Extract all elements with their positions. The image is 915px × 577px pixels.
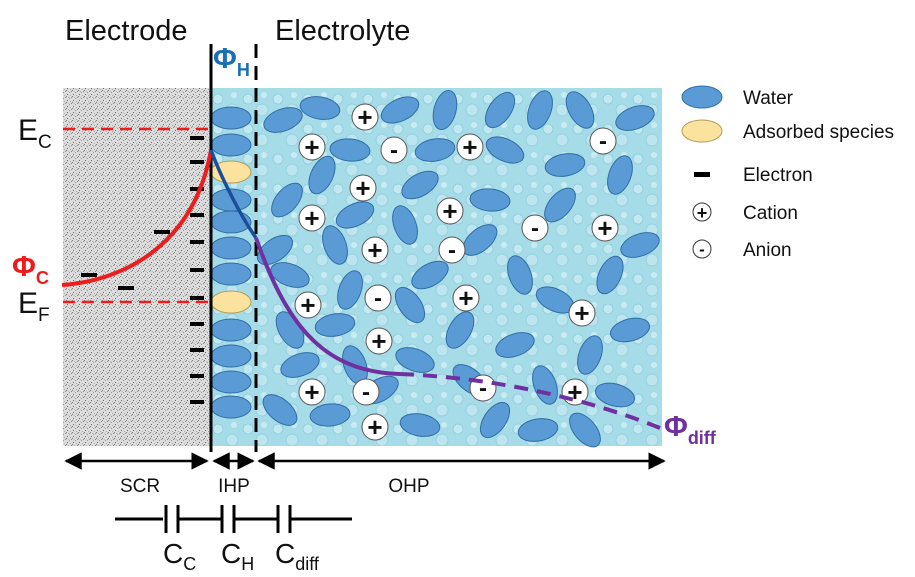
cation: + [298,377,326,407]
cation: + [294,290,322,320]
capacitor-circuit [115,505,352,533]
svg-text:+: + [300,290,315,320]
legend: Water Adsorbed species Electron + Cation… [681,85,894,261]
svg-text:+: + [304,377,319,407]
svg-text:-: - [699,240,705,259]
svg-text:+: + [371,326,386,356]
ohp-label: OHP [388,476,429,497]
anion: - [589,127,617,155]
water-molecule-icon [681,85,723,109]
phi-c-curve [61,149,213,287]
phi-h-label: ΦH [213,43,250,80]
svg-text:+: + [697,203,708,223]
svg-text:+: + [304,203,319,233]
svg-text:+: + [458,283,473,313]
legend-item-electron: Electron [694,165,813,186]
cation: + [452,283,480,313]
cation: + [298,132,326,162]
cation: + [361,235,389,265]
phi-diff-curve-dashed [399,372,661,430]
cation-icon: + [692,202,712,223]
cation: + [568,298,596,328]
cation: + [351,102,379,132]
anion-icon: - [692,239,712,259]
svg-text:-: - [390,137,398,164]
electrode-region [63,88,211,446]
ch-label: CH [221,538,254,574]
ef-label: EF [18,287,50,326]
svg-text:+: + [367,235,382,265]
svg-text:-: - [374,285,382,312]
ec-label: EC [18,114,52,153]
cation: + [349,173,377,203]
legend-item-cation: + Cation [692,202,798,224]
svg-text:+: + [567,377,582,407]
legend-item-anion: - Anion [692,239,792,261]
ihp-water-column [210,106,252,419]
legend-item-water: Water [681,85,794,109]
electron-icon [694,172,710,177]
svg-text:+: + [574,298,589,328]
phi-diff-label: Φdiff [664,411,717,448]
electrode-title: Electrode [65,15,188,47]
ihp-label: IHP [218,476,250,497]
cation: + [298,203,326,233]
cation: + [365,326,393,356]
cation: + [436,196,464,226]
anion: - [352,378,380,406]
svg-text:-: - [479,375,487,402]
svg-text:-: - [599,128,607,155]
svg-text:Water: Water [743,88,794,109]
anion: - [364,284,392,312]
cation-ions: + + + + + + + + + + + + + + + [294,102,619,442]
svg-text:+: + [304,132,319,162]
legend-item-adsorbed-species: Adsorbed species [681,119,894,143]
cdiff-label: Cdiff [275,538,320,574]
svg-text:+: + [367,412,382,442]
svg-text:-: - [531,215,539,242]
anion: - [438,236,466,264]
electrode-electrons [81,136,204,404]
phi-c-label: ΦC [12,251,49,288]
svg-text:Adsorbed species: Adsorbed species [743,122,894,143]
phi-h-curve [209,149,258,239]
electrolyte-title: Electrolyte [275,15,410,47]
cation: + [591,213,619,243]
svg-text:+: + [355,173,370,203]
svg-text:-: - [448,237,456,264]
anion: - [521,214,549,242]
anion-ions: - - - - - - - [352,127,617,406]
svg-text:-: - [362,379,370,406]
scr-label: SCR [120,476,160,497]
cation: + [456,132,484,162]
anion: - [380,136,408,164]
svg-text:Electron: Electron [743,165,813,186]
svg-text:+: + [597,213,612,243]
svg-text:+: + [357,102,372,132]
phi-diff-curve-solid [254,237,401,376]
cation: + [361,412,389,442]
svg-text:+: + [462,132,477,162]
svg-text:+: + [442,196,457,226]
cc-label: CC [163,538,196,574]
svg-text:Anion: Anion [743,240,792,261]
svg-text:Cation: Cation [743,203,798,224]
electrolyte-water-molecules [256,89,660,448]
adsorbed-species-icon [681,119,723,143]
